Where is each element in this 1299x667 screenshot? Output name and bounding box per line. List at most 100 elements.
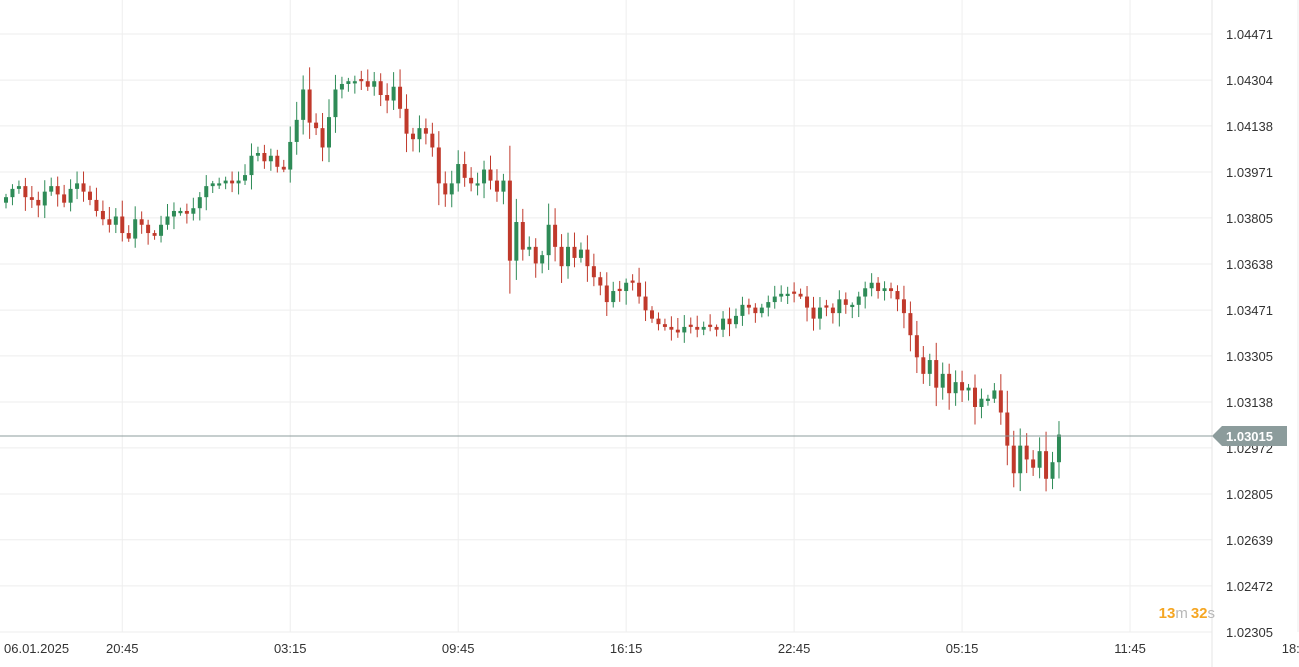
candle[interactable] [4, 193, 8, 209]
candle[interactable] [307, 67, 312, 139]
candle[interactable] [288, 126, 293, 183]
candle[interactable] [87, 185, 92, 206]
candle[interactable] [75, 171, 80, 200]
candle[interactable] [914, 320, 919, 374]
candle[interactable] [850, 302, 855, 319]
candle[interactable] [1044, 431, 1049, 492]
candle[interactable] [1031, 450, 1036, 476]
candle[interactable] [901, 285, 906, 329]
candle[interactable] [1056, 421, 1061, 479]
candle[interactable] [469, 167, 474, 192]
candle[interactable] [339, 76, 344, 99]
candle[interactable] [863, 281, 868, 309]
candle[interactable] [934, 342, 939, 407]
candle[interactable] [708, 314, 713, 332]
candle[interactable] [682, 315, 687, 343]
candle[interactable] [624, 278, 629, 305]
candle[interactable] [113, 208, 118, 234]
candle[interactable] [889, 282, 894, 299]
candle[interactable] [514, 198, 519, 280]
candle[interactable] [772, 285, 777, 309]
candle[interactable] [178, 207, 183, 216]
candle[interactable] [1018, 428, 1023, 492]
candle[interactable] [217, 177, 222, 189]
candle[interactable] [29, 186, 34, 208]
candle[interactable] [268, 148, 273, 171]
candle[interactable] [10, 184, 15, 206]
candle[interactable] [139, 211, 144, 234]
candle[interactable] [346, 77, 351, 92]
candle[interactable] [630, 274, 635, 291]
candle[interactable] [830, 303, 835, 324]
candle[interactable] [462, 151, 467, 187]
candle[interactable] [210, 180, 215, 194]
candle[interactable] [243, 164, 248, 185]
candle[interactable] [320, 113, 325, 162]
candle[interactable] [1037, 437, 1042, 479]
candle[interactable] [759, 303, 764, 318]
candle[interactable] [591, 253, 596, 287]
candle[interactable] [805, 286, 810, 322]
candle[interactable] [650, 306, 654, 323]
candle[interactable] [533, 238, 538, 278]
candle[interactable] [966, 383, 971, 401]
candle[interactable] [314, 113, 319, 136]
candle[interactable] [223, 176, 228, 190]
candle[interactable] [604, 272, 609, 316]
candle[interactable] [753, 303, 758, 323]
candle[interactable] [811, 296, 816, 331]
candle[interactable] [42, 180, 47, 219]
candle[interactable] [856, 291, 861, 318]
candle[interactable] [385, 83, 390, 114]
candle[interactable] [204, 175, 209, 211]
candle[interactable] [617, 280, 622, 302]
candle[interactable] [908, 301, 913, 352]
candle[interactable] [675, 317, 680, 338]
candle[interactable] [843, 292, 848, 314]
candle[interactable] [410, 127, 415, 152]
candle[interactable] [133, 206, 138, 248]
candle[interactable] [572, 232, 577, 268]
candle[interactable] [998, 374, 1003, 425]
candle[interactable] [727, 307, 732, 337]
candle[interactable] [940, 362, 945, 400]
candle[interactable] [372, 72, 377, 96]
candle[interactable] [100, 200, 105, 226]
candle[interactable] [165, 204, 170, 230]
candle[interactable] [230, 171, 235, 193]
candle[interactable] [785, 286, 790, 304]
candle[interactable] [236, 171, 241, 195]
candle[interactable] [766, 295, 771, 317]
candle[interactable] [352, 75, 357, 94]
candle[interactable] [985, 394, 990, 406]
candle[interactable] [255, 146, 260, 162]
candle[interactable] [947, 363, 952, 410]
candle[interactable] [643, 281, 648, 322]
candle[interactable] [507, 145, 512, 294]
candle[interactable] [456, 150, 461, 192]
candle[interactable] [120, 200, 125, 242]
candle[interactable] [404, 94, 409, 153]
candle[interactable] [49, 177, 54, 196]
candle[interactable] [249, 143, 254, 190]
candle[interactable] [527, 236, 532, 257]
candle[interactable] [578, 242, 583, 263]
candle[interactable] [979, 388, 984, 419]
candle[interactable] [443, 171, 448, 207]
candle[interactable] [520, 208, 525, 261]
candle[interactable] [152, 230, 157, 240]
candle[interactable] [637, 267, 642, 304]
candle[interactable] [23, 177, 28, 211]
candle[interactable] [62, 184, 67, 208]
candle[interactable] [430, 122, 435, 157]
candle[interactable] [146, 219, 151, 245]
candle[interactable] [171, 202, 176, 230]
candles[interactable] [4, 67, 1061, 492]
candle[interactable] [695, 315, 700, 338]
candle[interactable] [184, 203, 189, 224]
candle[interactable] [1050, 451, 1055, 490]
candle[interactable] [792, 282, 797, 303]
candle[interactable] [436, 131, 441, 206]
candle[interactable] [656, 312, 661, 331]
